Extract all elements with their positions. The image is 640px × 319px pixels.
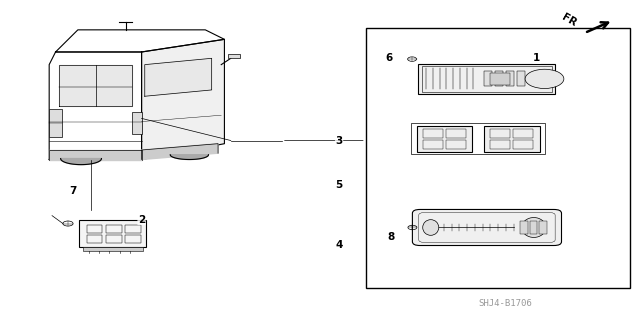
Bar: [530, 221, 538, 234]
Ellipse shape: [522, 218, 546, 237]
Text: SHJ4-B1706: SHJ4-B1706: [478, 299, 532, 308]
Polygon shape: [145, 58, 212, 96]
Text: 2: 2: [138, 215, 145, 225]
Bar: [106, 225, 122, 233]
Bar: [49, 109, 62, 137]
Bar: [132, 112, 141, 134]
Polygon shape: [170, 155, 209, 160]
Polygon shape: [49, 150, 141, 160]
Text: 8: 8: [388, 232, 395, 242]
Bar: [520, 221, 528, 234]
Ellipse shape: [423, 220, 439, 235]
Bar: [422, 66, 552, 92]
Text: 5: 5: [335, 180, 343, 190]
Polygon shape: [56, 30, 225, 52]
Bar: [106, 235, 122, 243]
Bar: [423, 130, 443, 138]
Bar: [446, 130, 466, 138]
FancyBboxPatch shape: [412, 210, 561, 246]
Bar: [513, 140, 533, 149]
Polygon shape: [61, 159, 101, 165]
Bar: [517, 71, 525, 86]
Text: 6: 6: [385, 53, 392, 63]
Text: 1: 1: [533, 53, 540, 63]
Bar: [83, 247, 143, 251]
Bar: [495, 71, 504, 86]
Bar: [125, 225, 141, 233]
Text: 4: 4: [335, 240, 343, 250]
Bar: [490, 73, 510, 85]
Bar: [228, 54, 241, 58]
Bar: [419, 64, 556, 94]
Bar: [490, 140, 510, 149]
Bar: [79, 220, 147, 247]
Bar: [411, 123, 545, 154]
Bar: [484, 71, 492, 86]
Text: 3: 3: [335, 136, 343, 145]
Bar: [484, 126, 540, 152]
Bar: [446, 140, 466, 149]
Circle shape: [525, 69, 564, 88]
Polygon shape: [141, 144, 218, 160]
Bar: [506, 71, 515, 86]
Polygon shape: [49, 52, 141, 160]
Bar: [366, 28, 630, 287]
Bar: [513, 130, 533, 138]
Text: FR: FR: [560, 12, 578, 28]
Text: 7: 7: [69, 186, 76, 196]
Bar: [540, 221, 547, 234]
Bar: [87, 225, 102, 233]
Polygon shape: [141, 39, 225, 160]
Polygon shape: [59, 65, 132, 106]
Bar: [423, 140, 443, 149]
Bar: [125, 235, 141, 243]
Bar: [87, 235, 102, 243]
Bar: [417, 126, 472, 152]
Bar: [490, 130, 510, 138]
